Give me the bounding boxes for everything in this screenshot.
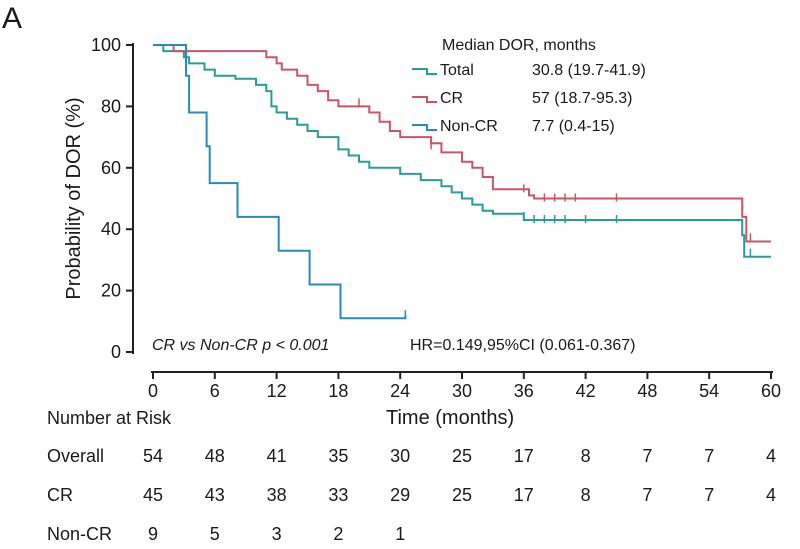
risk-row-label: CR [47, 485, 73, 505]
risk-cell: 54 [143, 446, 163, 466]
x-tick-label: 42 [576, 381, 596, 401]
risk-cell: 35 [328, 446, 348, 466]
series-line-total [153, 44, 771, 258]
risk-cell: 7 [642, 485, 652, 505]
panel-label: A [2, 2, 22, 35]
y-axis-label: Probability of DOR (%) [63, 97, 85, 299]
legend-title: Median DOR, months [442, 37, 596, 54]
risk-cell: 9 [148, 524, 158, 544]
x-tick-label: 12 [267, 381, 287, 401]
risk-cell: 25 [452, 446, 472, 466]
x-tick-label: 18 [328, 381, 348, 401]
legend-label-non-cr: Non-CR [440, 118, 498, 135]
risk-cell: 30 [390, 446, 410, 466]
legend-label-total: Total [440, 62, 474, 79]
x-tick-label: 60 [761, 381, 781, 401]
risk-cell: 17 [514, 446, 534, 466]
legend-value-total: 30.8 (19.7-41.9) [532, 62, 646, 79]
y-tick-label: 60 [101, 158, 121, 178]
risk-cell: 41 [267, 446, 287, 466]
risk-cell: 4 [766, 446, 776, 466]
risk-cell: 5 [210, 524, 220, 544]
risk-row-label: Non-CR [47, 524, 112, 544]
x-tick-label: 36 [514, 381, 534, 401]
risk-cell: 7 [704, 485, 714, 505]
risk-cell: 25 [452, 485, 472, 505]
risk-cell: 48 [205, 446, 225, 466]
risk-cell: 7 [704, 446, 714, 466]
risk-cell: 38 [267, 485, 287, 505]
x-tick-label: 48 [637, 381, 657, 401]
x-tick-label: 0 [148, 381, 158, 401]
legend-value-non-cr: 7.7 (0.4-15) [532, 118, 615, 135]
hazard-ratio-annotation: HR=0.149,95%CI (0.061-0.367) [410, 337, 635, 354]
x-tick-label: 6 [210, 381, 220, 401]
risk-cell: 8 [581, 485, 591, 505]
risk-cell: 43 [205, 485, 225, 505]
risk-cell: 8 [581, 446, 591, 466]
risk-row-label: Overall [47, 446, 104, 466]
risk-cell: 33 [328, 485, 348, 505]
legend-swatch-non-cr [412, 124, 437, 131]
y-tick-label: 40 [101, 219, 121, 239]
legend-label-cr: CR [440, 90, 463, 107]
risk-cell: 4 [766, 485, 776, 505]
risk-table: Overall 54 48 41 35 30 25 17 8 7 7 4CR 45 43 38 33 29 25 1… [47, 446, 776, 544]
risk-cell: 7 [642, 446, 652, 466]
risk-cell: 3 [272, 524, 282, 544]
y-tick-label: 100 [91, 35, 121, 55]
risk-cell: 17 [514, 485, 534, 505]
x-tick-label: 54 [699, 381, 719, 401]
legend-swatch-cr [412, 96, 437, 103]
risk-cell: 2 [333, 524, 343, 544]
risk-cell: 1 [395, 524, 405, 544]
x-axis-label: Time (months) [386, 407, 514, 429]
y-tick-label: 20 [101, 281, 121, 301]
legend-value-cr: 57 (18.7-95.3) [532, 90, 633, 107]
legend: Total 30.8 (19.7-41.9) CR 57 (18.7-95.3) Non… [412, 62, 646, 135]
y-tick-label: 80 [101, 96, 121, 116]
p-value-annotation: CR vs Non-CR p < 0.001 [152, 337, 329, 354]
risk-cell: 29 [390, 485, 410, 505]
y-tick-label: 0 [111, 342, 121, 362]
x-tick-label: 24 [390, 381, 410, 401]
plot-series [153, 44, 771, 320]
x-tick-label: 30 [452, 381, 472, 401]
series-line-non-cr [153, 44, 407, 320]
legend-swatch-total [412, 68, 437, 75]
plot-axes: 0 20 40 60 80 100 0 6 12 18 24 30 36 42 48 54 60 [91, 35, 781, 401]
risk-cell: 45 [143, 485, 163, 505]
series-line-cr [153, 44, 771, 243]
risk-table-title: Number at Risk [47, 408, 172, 428]
